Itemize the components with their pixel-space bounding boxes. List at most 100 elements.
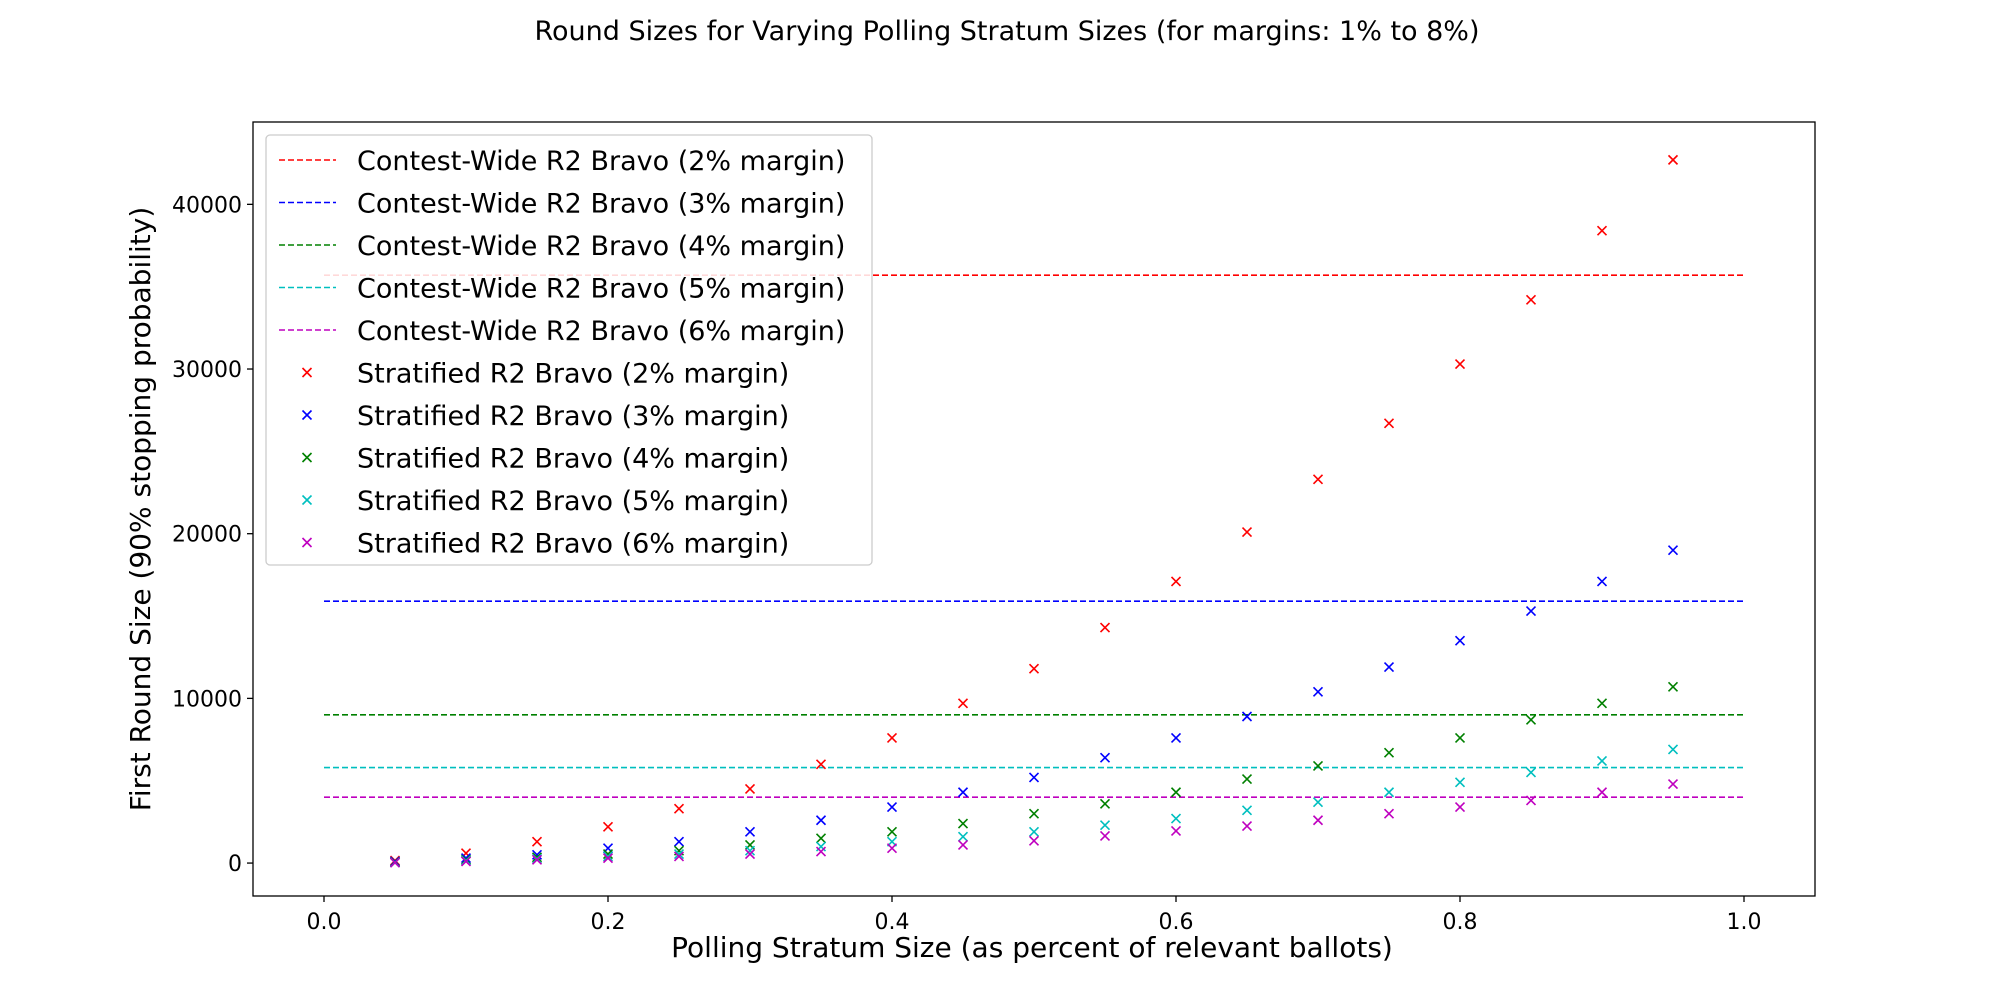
legend-label: Stratified R2 Bravo (3% margin): [357, 401, 789, 432]
x-tick-label: 0.6: [1159, 910, 1194, 935]
legend: Contest-Wide R2 Bravo (2% margin) Contest…: [265, 134, 873, 566]
data-point: [460, 856, 472, 867]
data-point: [673, 803, 685, 814]
data-point: [957, 698, 969, 709]
data-point: [602, 853, 614, 864]
x-axis-label: Polling Stratum Size (as percent of rele…: [671, 931, 1393, 964]
data-point: [673, 851, 685, 862]
data-point: [602, 848, 614, 860]
data-point: [1525, 606, 1537, 617]
data-point: [1667, 744, 1679, 755]
legend-label: Contest-Wide R2 Bravo (4% margin): [357, 231, 845, 262]
data-point: [531, 836, 543, 847]
data-point: [886, 843, 898, 854]
legend-marker-swatch: [301, 494, 313, 506]
x-tick-label: 0.0: [307, 910, 342, 935]
data-point: [1667, 545, 1679, 556]
data-point: [1454, 732, 1466, 743]
data-point: [1383, 662, 1395, 673]
y-axis: 0 10000 20000 30000 40000: [172, 193, 253, 877]
data-point: [1170, 787, 1182, 798]
legend-marker-swatch: [301, 409, 313, 421]
x-tick-label: 1.0: [1727, 910, 1762, 935]
data-point: [1596, 225, 1608, 236]
data-point: [1028, 772, 1040, 783]
y-tick-label: 10000: [172, 687, 242, 712]
legend-label: Contest-Wide R2 Bravo (3% margin): [357, 189, 845, 220]
data-point: [886, 732, 898, 743]
data-point: [1241, 774, 1253, 785]
data-point: [1170, 825, 1182, 837]
x-tick-label: 0.2: [591, 910, 626, 935]
data-point: [1596, 576, 1608, 587]
data-point: [1667, 154, 1679, 165]
data-point: [815, 759, 827, 770]
data-point: [957, 831, 969, 842]
data-point: [1241, 805, 1253, 816]
legend-label: Stratified R2 Bravo (6% margin): [357, 529, 789, 560]
data-point: [1241, 526, 1253, 538]
data-point: [1312, 815, 1324, 826]
data-point: [1170, 732, 1182, 743]
data-point: [1028, 826, 1040, 837]
data-point: [1241, 711, 1253, 722]
data-point: [1028, 835, 1040, 846]
data-point: [1383, 418, 1395, 429]
data-point: [1454, 635, 1466, 646]
legend-marker-swatch: [301, 537, 313, 548]
stratified-points: [389, 154, 1679, 868]
legend-label: Contest-Wide R2 Bravo (5% margin): [357, 274, 845, 305]
data-point: [1525, 294, 1537, 305]
data-point: [602, 851, 614, 862]
data-point: [815, 815, 827, 826]
legend-label: Stratified R2 Bravo (5% margin): [357, 486, 789, 517]
data-point: [957, 839, 969, 851]
data-point: [1312, 686, 1324, 697]
y-tick-label: 40000: [172, 193, 242, 218]
data-point: [1667, 778, 1679, 790]
data-point: [957, 787, 969, 798]
data-point: [957, 818, 969, 829]
data-point: [1383, 787, 1395, 798]
data-point: [1383, 808, 1395, 819]
chart-title: Round Sizes for Varying Polling Stratum …: [534, 16, 1479, 47]
data-point: [1596, 698, 1608, 709]
data-point: [1312, 760, 1324, 771]
data-point: [1170, 813, 1182, 824]
legend-box: [265, 134, 873, 566]
data-point: [1596, 787, 1608, 798]
legend-label: Stratified R2 Bravo (2% margin): [357, 359, 789, 390]
legend-marker-swatch: [301, 452, 313, 463]
data-point: [1525, 767, 1537, 778]
data-point: [744, 826, 756, 837]
data-point: [460, 853, 472, 864]
data-point: [1312, 797, 1324, 808]
data-point: [673, 836, 685, 847]
data-point: [1596, 755, 1608, 767]
x-axis: 0.0 0.2 0.4 0.6 0.8 1.0: [307, 896, 1762, 935]
data-point: [1099, 820, 1111, 831]
data-point: [1383, 747, 1395, 758]
data-point: [1667, 681, 1679, 692]
y-axis-label: First Round Size (90% stopping probabili…: [124, 207, 157, 812]
data-point: [1312, 474, 1324, 485]
y-tick-label: 20000: [172, 523, 242, 548]
data-point: [1454, 359, 1466, 370]
legend-label: Contest-Wide R2 Bravo (6% margin): [357, 316, 845, 347]
x-tick-label: 0.4: [875, 910, 910, 935]
data-point: [1170, 576, 1182, 587]
data-point: [1099, 752, 1111, 763]
data-point: [886, 802, 898, 813]
x-tick-label: 0.8: [1443, 910, 1478, 935]
legend-label: Stratified R2 Bravo (4% margin): [357, 444, 789, 475]
data-point: [886, 826, 898, 837]
data-point: [602, 821, 614, 832]
legend-marker-swatch: [301, 367, 313, 378]
y-tick-label: 0: [228, 852, 242, 877]
data-point: [1028, 663, 1040, 674]
data-point: [1028, 808, 1040, 819]
data-point: [1099, 622, 1111, 633]
data-point: [1099, 830, 1111, 841]
